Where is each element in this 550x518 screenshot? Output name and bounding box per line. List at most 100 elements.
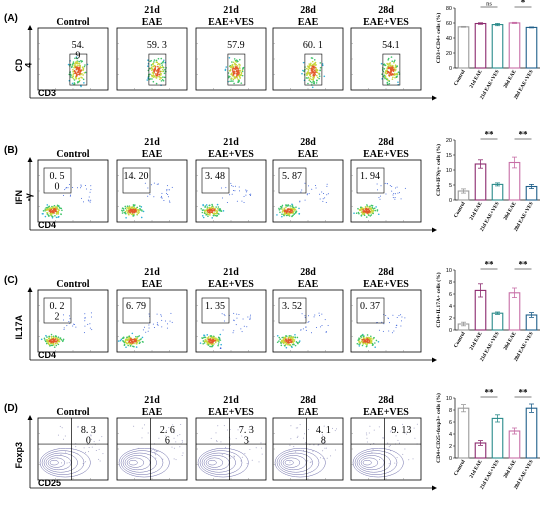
scatter-dot [69,194,71,196]
scatter-dot [90,435,92,437]
scatter-dot [59,425,61,427]
scatter-dot [209,345,211,348]
gate-value: 1. 35 [205,301,225,312]
scatter-dot [391,78,394,80]
scatter-dot [378,426,380,428]
scatter-dot [251,459,253,461]
scatter-dot [73,83,76,85]
scatter-dot [289,461,291,463]
scatter-dot [394,197,396,199]
scatter-dot [394,187,396,189]
scatter-dot [286,211,289,213]
scatter-dot [388,80,390,83]
scatter-dot [320,326,322,328]
scatter-dot [357,207,359,210]
scatter-dot [401,316,403,318]
scatter-dot [129,341,132,344]
scatter-dot [121,210,124,212]
scatter-dot [51,212,54,215]
scatter-dot [297,342,299,345]
scatter-dot [155,61,158,63]
scatter-dot [123,211,126,214]
scatter-dot [365,216,368,218]
scatter-dot [326,185,328,187]
scatter-dot [416,423,418,425]
scatter-dot [207,213,210,216]
scatter-dot [316,71,319,74]
scatter-dot [153,182,155,184]
scatter-dot [294,344,297,347]
panel-letter: (D) [4,403,18,414]
scatter-dot [182,452,184,454]
x-axis-arrowhead [432,485,437,491]
scatter-dot [375,206,377,208]
gate-box [43,167,72,194]
scatter-dot [122,340,125,343]
group-day-label: 28d [378,5,394,16]
scatter-dot [288,341,291,344]
bar-chart: 0 2 4 6 8 10 CD4+IL17A+ cells (%) Control 21d EA… [435,260,540,363]
scatter-dot [52,207,54,209]
scatter-dot [141,336,144,339]
scatter-dot [374,342,376,344]
group-day-label: 21d [223,5,239,16]
scatter-dot [126,209,128,212]
scatter-dot [311,60,314,63]
scatter-dot [58,340,61,343]
scatter-dot [155,450,157,452]
bar [525,407,538,459]
bar-category-label: 28d EAE [503,331,518,352]
scatter-dot [72,62,75,65]
group-day-label: 21d [223,267,239,278]
scatter-dot [296,336,299,339]
bar [474,22,487,69]
scatter-dot [214,214,217,217]
scatter-dot [203,342,206,344]
scatter-dot [149,67,151,70]
contour-line [39,447,91,478]
scatter-dot [135,335,137,338]
scatter-dot [400,320,402,322]
scatter-dot [382,437,384,439]
scatter-dot [215,212,218,215]
scatter-dot [84,64,86,66]
gate-box [122,297,151,324]
scatter-dot [231,193,233,195]
scatter-dot [202,342,204,345]
scatter-dot [51,344,54,347]
scatter-dot [307,77,309,79]
gate-box [304,53,323,86]
scatter-dot [201,337,204,340]
scatter-dot [90,189,92,191]
scatter-dot [240,72,243,75]
scatter-dot [308,185,310,187]
scatter-dot [361,334,363,337]
scatter-dot [233,455,235,457]
scatter-dot [389,431,391,433]
scatter-dot [293,207,296,210]
group-condition-label: Control [56,407,89,418]
scatter-dot [159,78,161,81]
scatter-dot [300,329,302,331]
scatter-dot [56,457,58,459]
scatter-dot [98,458,100,460]
scatter-dot [140,206,143,208]
scatter-dot [358,345,361,347]
scatter-dot [42,212,44,215]
group-condition-label: EAE [298,149,319,160]
scatter-dot [366,437,368,439]
scatter-dot [134,204,136,206]
scatter-dot [239,77,241,79]
scatter-dot [304,182,306,184]
scatter-dot [203,340,206,343]
chart-y-label: CD4+IL17A+ cells (%) [435,272,442,327]
scatter-dot [74,63,77,65]
scatter-dot [91,329,93,331]
chart-y-tick-label: 8 [449,408,452,414]
scatter-dot [155,457,157,459]
scatter-dot [210,207,213,209]
scatter-dot [147,59,149,61]
scatter-dot [280,341,283,343]
x-axis-label: CD25 [38,478,61,488]
